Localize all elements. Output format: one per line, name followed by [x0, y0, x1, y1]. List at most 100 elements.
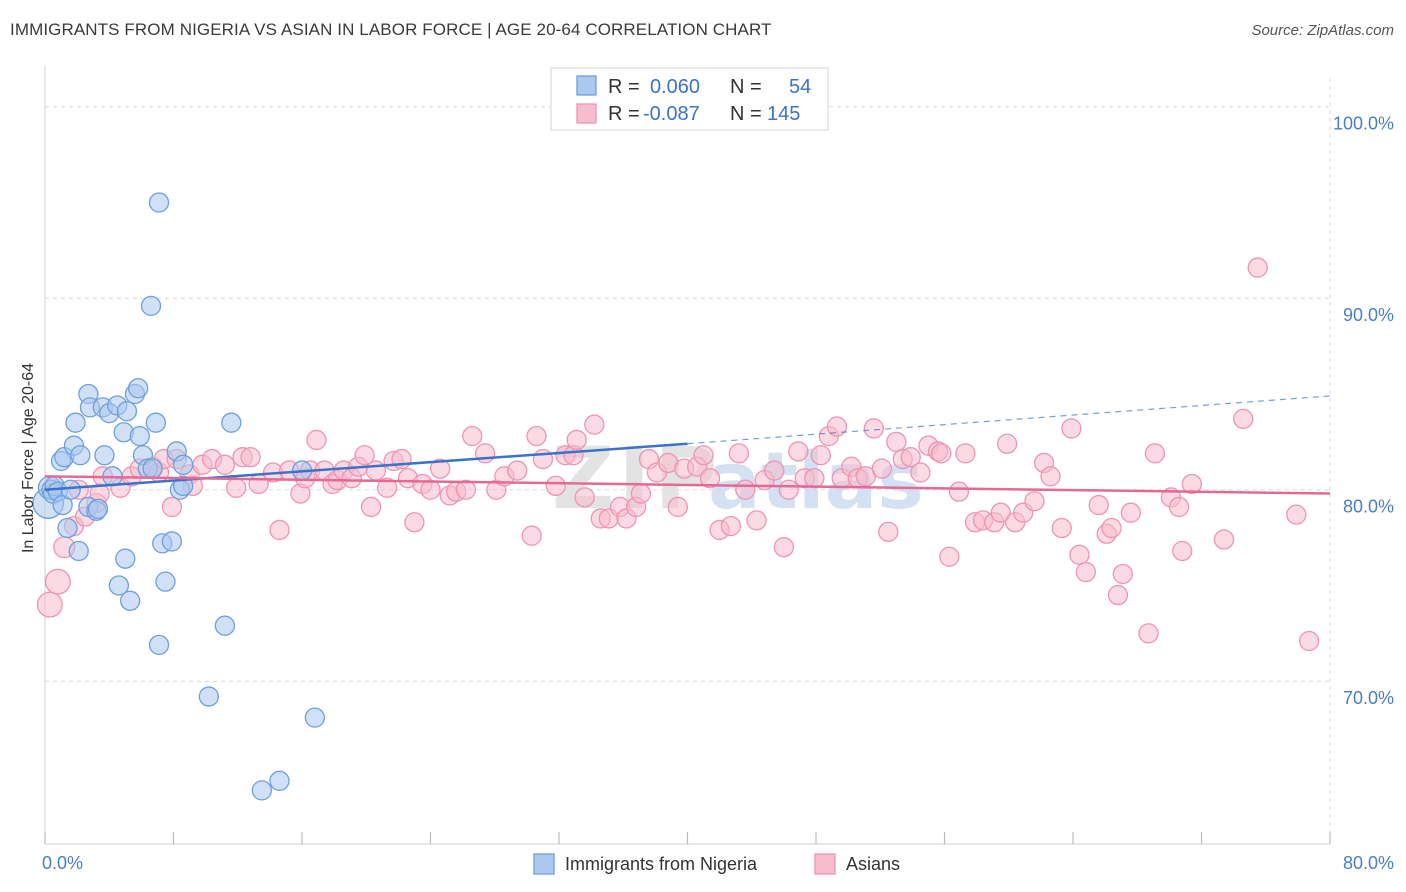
asian-point-22 — [225, 477, 247, 498]
x-tick-label-min: 0.0% — [42, 853, 83, 873]
asian-point-106 — [910, 462, 931, 483]
nigeria-point-47 — [198, 686, 219, 707]
asian-point-109 — [931, 443, 952, 464]
asian-point-1 — [44, 568, 71, 595]
asian-point-49 — [429, 458, 451, 479]
asian-point-83 — [728, 443, 750, 464]
asian-point-116 — [990, 502, 1011, 523]
nigeria-point-14 — [68, 540, 89, 562]
nigeria-point-42 — [161, 531, 183, 552]
asian-point-143 — [1298, 630, 1320, 652]
asian-point-15 — [161, 496, 183, 518]
asian-point-133 — [1138, 623, 1159, 644]
nigeria-point-10 — [60, 479, 81, 500]
asian-point-48 — [420, 479, 441, 500]
nigeria-point-31 — [128, 378, 149, 399]
asian-point-100 — [863, 418, 884, 439]
asian-point-58 — [521, 525, 542, 546]
asian-point-24 — [240, 447, 261, 468]
nigeria-point-51 — [269, 770, 290, 791]
nigeria-trend-line — [44, 442, 688, 491]
legend-bottom-swatch-asian — [814, 853, 836, 875]
asian-point-57 — [507, 460, 528, 481]
nigeria-point-48 — [214, 615, 236, 636]
legend-top-frame — [550, 67, 829, 131]
asian-point-21 — [214, 454, 236, 475]
asian-point-46 — [404, 512, 425, 533]
asian-point-134 — [1144, 443, 1166, 464]
asian-point-80 — [699, 468, 721, 489]
asian-point-40 — [360, 496, 382, 518]
asian-point-110 — [939, 546, 960, 567]
asian-point-125 — [1069, 544, 1090, 565]
y-tick-label-3: 100.0% — [1333, 114, 1394, 134]
asian-point-79 — [693, 445, 714, 466]
nigeria-point-19 — [87, 498, 109, 520]
asian-point-137 — [1172, 540, 1193, 562]
asian-point-132 — [1120, 502, 1141, 523]
nigeria-point-27 — [115, 548, 136, 569]
asian-point-131 — [1112, 563, 1133, 585]
asian-point-52 — [455, 479, 476, 500]
legend-top: R = 0.060 N = 54 R = -0.087 N = 145 — [550, 67, 829, 131]
asian-point-42 — [376, 477, 398, 498]
nigeria-point-41 — [155, 571, 176, 592]
asian-point-142 — [1286, 504, 1307, 525]
asian-point-139 — [1213, 529, 1235, 550]
asian-point-126 — [1075, 561, 1096, 583]
asian-point-90 — [788, 441, 809, 462]
asian-point-127 — [1088, 494, 1109, 516]
nigeria-point-9 — [57, 517, 78, 539]
source-label: Source: ZipAtlas.com — [1251, 22, 1394, 39]
asian-point-129 — [1101, 517, 1122, 539]
trend-lines — [44, 395, 1331, 495]
nigeria-point-25 — [108, 575, 130, 596]
y-tick-label-2: 90.0% — [1343, 305, 1394, 325]
asian-point-123 — [1051, 517, 1072, 539]
asian-point-140 — [1233, 408, 1254, 430]
asian-point-65 — [574, 487, 595, 508]
legend-r-value-asian: -0.087 — [643, 103, 700, 125]
nigeria-point-28 — [116, 401, 138, 422]
asian-point-87 — [764, 460, 785, 481]
asian-point-117 — [996, 433, 1018, 454]
asian-point-141 — [1247, 257, 1268, 278]
chart-title: IMMIGRANTS FROM NIGERIA VS ASIAN IN LABO… — [10, 20, 772, 39]
asian-point-88 — [773, 537, 795, 558]
asian-point-32 — [306, 429, 327, 451]
nigeria-point-49 — [221, 412, 242, 433]
nigeria-point-50 — [251, 780, 272, 801]
legend-n-value-nigeria: 54 — [789, 76, 811, 98]
nigeria-point-36 — [142, 458, 163, 479]
asian-point-53 — [462, 425, 483, 447]
legend-bottom: Immigrants from Nigeria Asians — [533, 853, 900, 875]
asian-point-72 — [630, 483, 652, 504]
legend-swatch-nigeria — [576, 75, 597, 96]
asian-point-122 — [1040, 466, 1061, 487]
legend-r-label-nigeria: R = — [608, 76, 640, 98]
nigeria-point-12 — [65, 412, 86, 433]
asian-point-85 — [746, 510, 767, 531]
asian-point-138 — [1181, 473, 1203, 495]
asian-point-0 — [36, 591, 63, 618]
x-tick-label-max: 80.0% — [1343, 853, 1394, 873]
asian-point-89 — [778, 479, 799, 500]
legend-n-value-asian: 145 — [767, 103, 800, 125]
nigeria-points — [32, 192, 326, 801]
asian-point-136 — [1168, 496, 1190, 518]
asian-point-112 — [955, 443, 976, 464]
nigeria-point-21 — [94, 445, 115, 466]
asian-point-39 — [354, 445, 375, 466]
asian-point-66 — [584, 414, 605, 435]
asian-point-92 — [804, 468, 825, 489]
y-tick-label-1: 80.0% — [1343, 497, 1394, 517]
legend-bottom-swatch-nigeria — [533, 853, 555, 875]
asian-point-61 — [545, 475, 566, 497]
nigeria-point-32 — [129, 425, 150, 447]
asian-point-111 — [948, 481, 970, 502]
nigeria-point-35 — [140, 295, 162, 317]
asian-trend-line — [44, 475, 1331, 495]
asian-point-27 — [269, 519, 290, 541]
asian-point-102 — [878, 521, 899, 543]
